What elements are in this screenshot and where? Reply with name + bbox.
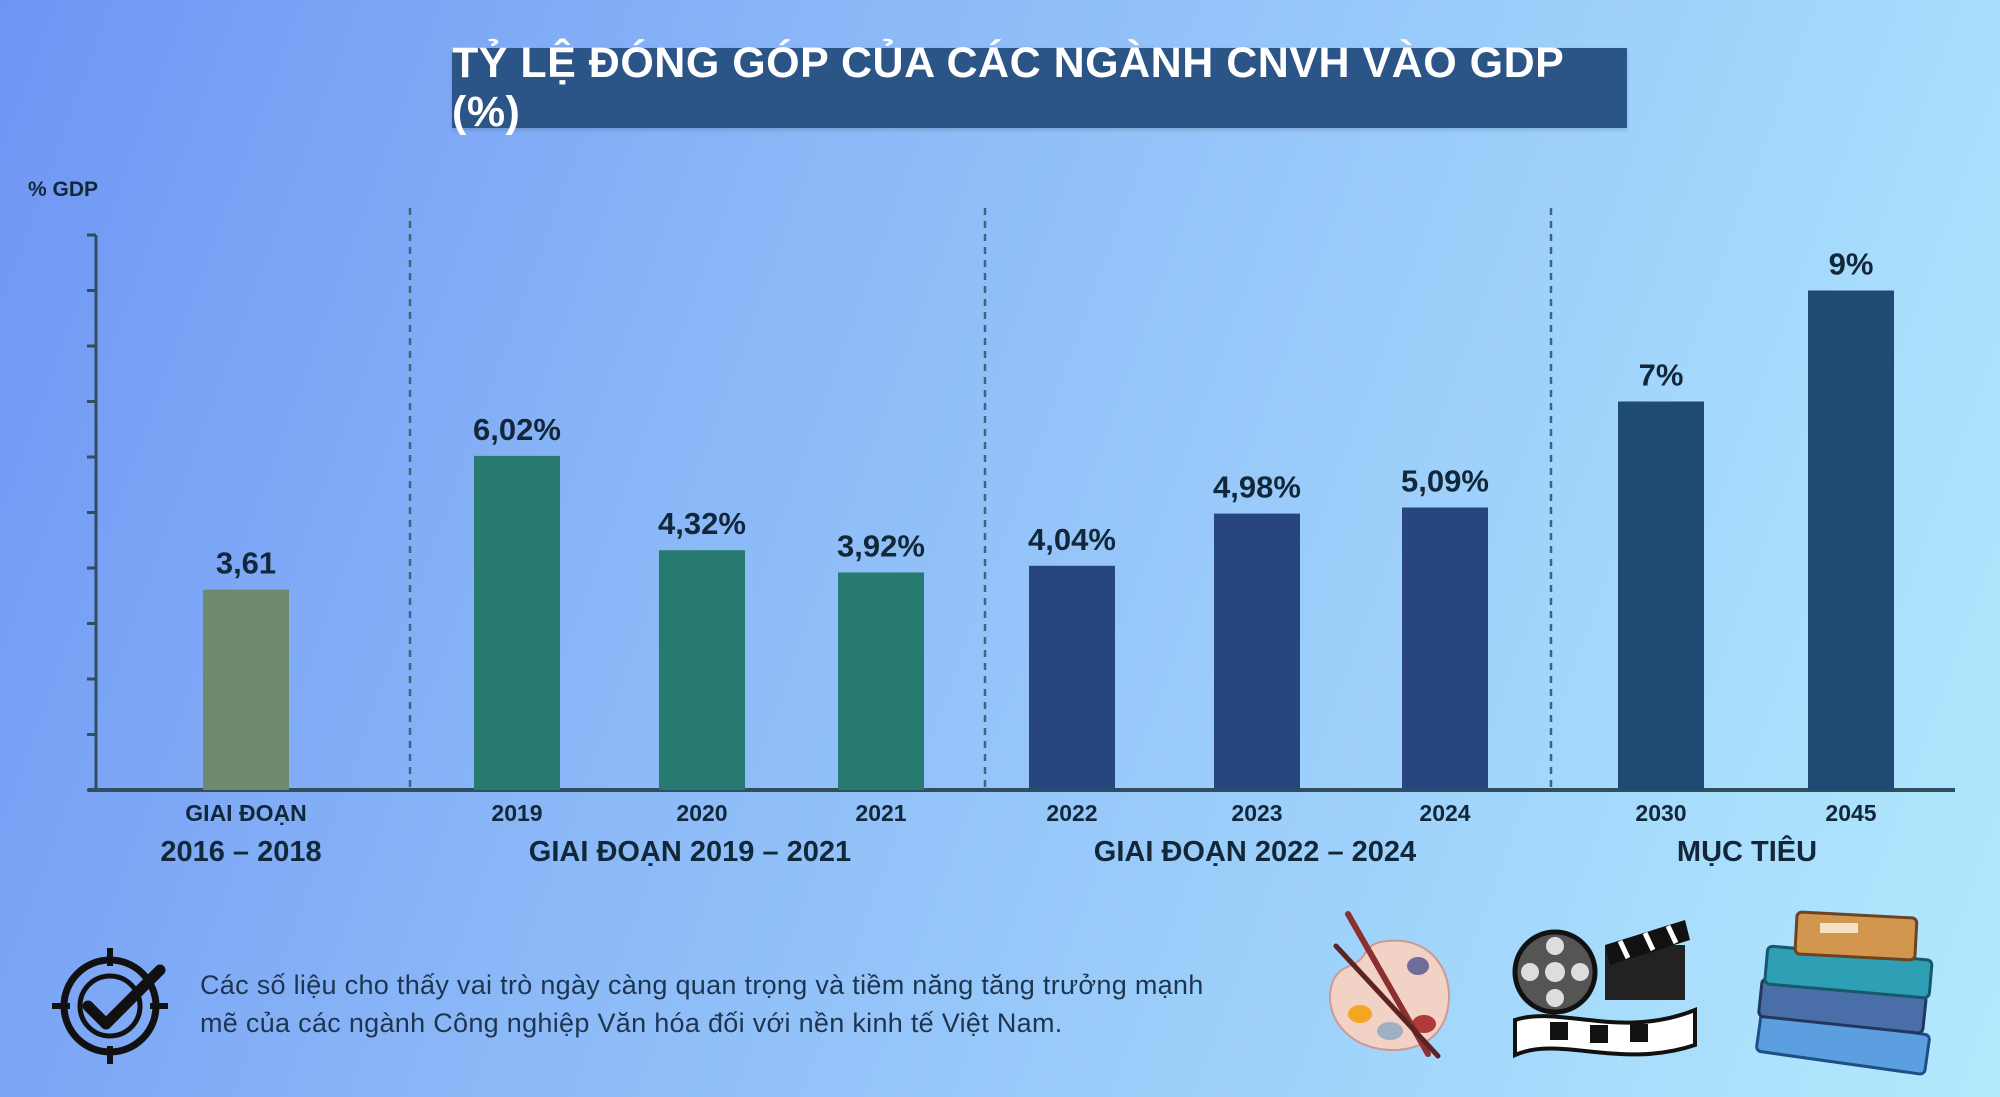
x-tick-label: 2019: [491, 800, 542, 826]
target-check-icon: [48, 944, 172, 1073]
bar: [1214, 513, 1300, 790]
x-tick-label: GIAI ĐOẠN: [185, 800, 306, 826]
bar: [1029, 565, 1115, 790]
y-axis-unit-label: % GDP: [28, 178, 99, 201]
film-reel-icon: [1510, 910, 1700, 1065]
x-tick-label: 2021: [855, 800, 906, 826]
group-label: MỤC TIÊU: [1677, 834, 1817, 868]
footnote-line-1: Các số liệu cho thấy vai trò ngày càng q…: [200, 970, 1204, 1000]
bar: [1808, 290, 1894, 790]
bar-value-label: 4,32%: [658, 506, 746, 541]
bar: [474, 455, 560, 790]
x-tick-label: 2023: [1231, 800, 1282, 826]
books-icon: [1748, 905, 1938, 1085]
bar-value-label: 6,02%: [473, 412, 561, 447]
chart-title: TỶ LỆ ĐÓNG GÓP CỦA CÁC NGÀNH CNVH VÀO GD…: [452, 39, 1564, 136]
x-tick-label: 2024: [1419, 800, 1470, 826]
x-tick-label: 2030: [1635, 800, 1686, 826]
bar-value-label: 3,92%: [837, 528, 925, 563]
bar-value-label: 3,61: [216, 546, 276, 581]
footnote: Các số liệu cho thấy vai trò ngày càng q…: [200, 966, 1320, 1042]
bar: [1402, 507, 1488, 790]
bar-value-label: 4,98%: [1213, 470, 1301, 505]
group-label: 2016 – 2018: [160, 836, 321, 868]
group-label: GIAI ĐOẠN 2022 – 2024: [1094, 836, 1416, 868]
bar-value-label: 9%: [1829, 247, 1874, 282]
x-tick-label: 2045: [1825, 800, 1876, 826]
bar: [203, 589, 289, 790]
footnote-line-2: mẽ của các ngành Công nghiệp Văn hóa đối…: [200, 1008, 1063, 1038]
bar-value-label: 4,04%: [1028, 522, 1116, 557]
group-label: GIAI ĐOẠN 2019 – 2021: [529, 836, 851, 868]
palette-icon: [1318, 906, 1458, 1071]
bar: [659, 550, 745, 790]
chart-title-banner: TỶ LỆ ĐÓNG GÓP CỦA CÁC NGÀNH CNVH VÀO GD…: [452, 39, 1627, 136]
bar: [838, 572, 924, 790]
bar: [1618, 401, 1704, 790]
bar-value-label: 7%: [1639, 358, 1684, 393]
x-tick-label: 2022: [1046, 800, 1097, 826]
x-tick-label: 2020: [676, 800, 727, 826]
bar-value-label: 5,09%: [1401, 464, 1489, 499]
bar-chart: 3,61 GIAI ĐOẠN 6,02% 2019 4,32% 2020 3,92% 2021…: [87, 208, 1955, 868]
